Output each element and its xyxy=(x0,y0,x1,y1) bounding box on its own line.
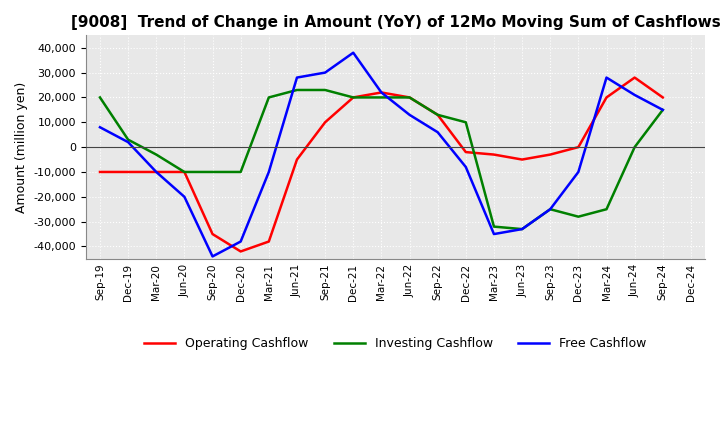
Operating Cashflow xyxy=(152,169,161,175)
Investing Cashflow xyxy=(574,214,582,219)
Line: Free Cashflow: Free Cashflow xyxy=(100,53,663,257)
Operating Cashflow xyxy=(630,75,639,80)
Operating Cashflow xyxy=(546,152,554,157)
Operating Cashflow xyxy=(292,157,301,162)
Free Cashflow xyxy=(264,169,273,175)
Investing Cashflow xyxy=(490,224,498,229)
Free Cashflow xyxy=(152,169,161,175)
Free Cashflow xyxy=(180,194,189,199)
Investing Cashflow xyxy=(264,95,273,100)
Investing Cashflow xyxy=(602,207,611,212)
Investing Cashflow xyxy=(349,95,358,100)
Operating Cashflow xyxy=(462,150,470,155)
Operating Cashflow xyxy=(208,231,217,237)
Investing Cashflow xyxy=(433,112,442,117)
Operating Cashflow xyxy=(602,95,611,100)
Free Cashflow xyxy=(124,139,132,145)
Free Cashflow xyxy=(659,107,667,113)
Investing Cashflow xyxy=(405,95,414,100)
Investing Cashflow xyxy=(292,88,301,93)
Operating Cashflow xyxy=(124,169,132,175)
Investing Cashflow xyxy=(152,152,161,157)
Operating Cashflow xyxy=(433,112,442,117)
Investing Cashflow xyxy=(659,107,667,113)
Free Cashflow xyxy=(96,125,104,130)
Investing Cashflow xyxy=(630,144,639,150)
Free Cashflow xyxy=(377,90,386,95)
Free Cashflow xyxy=(574,169,582,175)
Operating Cashflow xyxy=(490,152,498,157)
Free Cashflow xyxy=(602,75,611,80)
Free Cashflow xyxy=(462,165,470,170)
Free Cashflow xyxy=(349,50,358,55)
Free Cashflow xyxy=(236,239,245,244)
Investing Cashflow xyxy=(180,169,189,175)
Investing Cashflow xyxy=(321,88,330,93)
Free Cashflow xyxy=(292,75,301,80)
Free Cashflow xyxy=(546,207,554,212)
Free Cashflow xyxy=(433,129,442,135)
Free Cashflow xyxy=(630,92,639,98)
Legend: Operating Cashflow, Investing Cashflow, Free Cashflow: Operating Cashflow, Investing Cashflow, … xyxy=(139,332,652,355)
Operating Cashflow xyxy=(574,144,582,150)
Free Cashflow xyxy=(405,112,414,117)
Y-axis label: Amount (million yen): Amount (million yen) xyxy=(15,81,28,213)
Investing Cashflow xyxy=(124,137,132,142)
Investing Cashflow xyxy=(462,120,470,125)
Free Cashflow xyxy=(208,254,217,259)
Operating Cashflow xyxy=(96,169,104,175)
Free Cashflow xyxy=(321,70,330,75)
Free Cashflow xyxy=(490,231,498,237)
Investing Cashflow xyxy=(236,169,245,175)
Operating Cashflow xyxy=(518,157,526,162)
Operating Cashflow xyxy=(659,95,667,100)
Operating Cashflow xyxy=(405,95,414,100)
Operating Cashflow xyxy=(321,120,330,125)
Operating Cashflow xyxy=(264,239,273,244)
Investing Cashflow xyxy=(518,227,526,232)
Operating Cashflow xyxy=(180,169,189,175)
Title: [9008]  Trend of Change in Amount (YoY) of 12Mo Moving Sum of Cashflows: [9008] Trend of Change in Amount (YoY) o… xyxy=(71,15,720,30)
Line: Operating Cashflow: Operating Cashflow xyxy=(100,77,663,251)
Investing Cashflow xyxy=(546,207,554,212)
Investing Cashflow xyxy=(377,95,386,100)
Line: Investing Cashflow: Investing Cashflow xyxy=(100,90,663,229)
Operating Cashflow xyxy=(236,249,245,254)
Investing Cashflow xyxy=(96,95,104,100)
Operating Cashflow xyxy=(349,95,358,100)
Free Cashflow xyxy=(518,227,526,232)
Investing Cashflow xyxy=(208,169,217,175)
Operating Cashflow xyxy=(377,90,386,95)
